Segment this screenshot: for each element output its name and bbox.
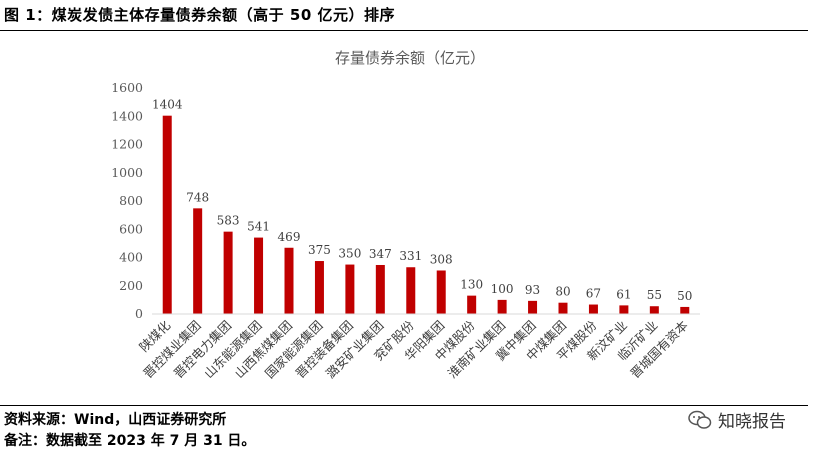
bar <box>254 237 264 314</box>
data-labels: 1404 748 583 541 469 375 350 347 331 308 130 100 93 8… <box>152 98 692 303</box>
bar <box>345 264 355 314</box>
watermark: 知晓报告 <box>688 407 786 432</box>
y-tick-label: 1000 <box>111 165 143 180</box>
data-label: 1404 <box>152 98 183 112</box>
data-label: 748 <box>186 190 209 204</box>
bar <box>193 208 203 314</box>
data-label: 130 <box>460 278 483 292</box>
data-label: 331 <box>399 249 422 263</box>
data-label: 61 <box>616 287 631 301</box>
data-label: 308 <box>430 252 453 266</box>
bar <box>436 270 446 314</box>
data-label: 347 <box>369 247 392 261</box>
data-label: 350 <box>338 247 361 261</box>
bar <box>314 261 324 314</box>
bar <box>497 299 507 314</box>
bar <box>223 231 233 314</box>
y-tick-label: 200 <box>119 278 143 293</box>
watermark-text: 知晓报告 <box>718 412 786 432</box>
bar <box>649 306 659 314</box>
data-label: 93 <box>525 283 540 297</box>
source-text: 资料来源：Wind，山西证券研究所 <box>4 412 227 428</box>
y-axis: 0 200 400 600 800 1000 1200 1400 1600 <box>111 80 143 321</box>
data-label: 100 <box>491 282 514 296</box>
bar <box>162 115 172 314</box>
x-axis: 陕煤化晋控煤业集团晋控电力集团山东能源集团山西焦煤集团国家能源集团晋控装备集团潞… <box>136 313 700 381</box>
bar <box>619 305 629 314</box>
top-rule <box>0 30 808 31</box>
y-tick-label: 800 <box>119 193 143 208</box>
figure-title: 图 1：煤炭发债主体存量债券余额（高于 50 亿元）排序 <box>4 6 395 24</box>
data-label: 583 <box>217 214 240 228</box>
bar <box>680 306 690 314</box>
data-label: 375 <box>308 243 331 257</box>
bottom-rule <box>0 405 808 406</box>
data-label: 50 <box>677 289 692 303</box>
bar <box>588 304 598 314</box>
bar <box>558 302 568 314</box>
y-tick-label: 600 <box>119 221 143 236</box>
y-tick-label: 400 <box>119 250 143 265</box>
data-label: 469 <box>278 230 301 244</box>
note-text: 备注：数据截至 2023 年 7 月 31 日。 <box>4 433 256 449</box>
y-tick-label: 0 <box>135 306 143 321</box>
y-tick-label: 1200 <box>111 137 143 152</box>
data-label: 541 <box>247 220 270 234</box>
wechat-icon <box>688 410 712 429</box>
bar <box>284 247 294 314</box>
data-label: 67 <box>586 287 601 301</box>
data-label: 80 <box>555 285 570 299</box>
y-tick-label: 1600 <box>111 80 143 95</box>
bar <box>406 267 416 314</box>
y-tick-label: 1400 <box>111 108 143 123</box>
bar <box>467 295 477 314</box>
chart-title: 存量债券余额（亿元） <box>335 49 485 67</box>
bar-chart: 存量债券余额（亿元） 0 200 400 600 800 1000 1200 1400 1600… <box>111 49 700 381</box>
data-label: 55 <box>647 288 662 302</box>
bar <box>528 300 538 314</box>
bars <box>162 115 690 314</box>
bar <box>375 264 385 314</box>
